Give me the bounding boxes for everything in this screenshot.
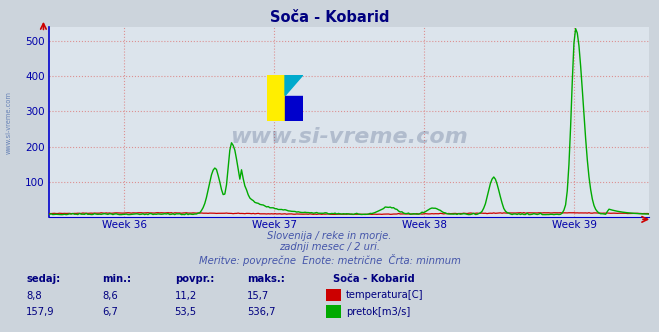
Text: www.si-vreme.com: www.si-vreme.com xyxy=(231,127,468,147)
Text: 8,8: 8,8 xyxy=(26,290,42,300)
Text: 6,7: 6,7 xyxy=(102,307,118,317)
Text: zadnji mesec / 2 uri.: zadnji mesec / 2 uri. xyxy=(279,242,380,252)
Text: Soča - Kobarid: Soča - Kobarid xyxy=(333,274,415,284)
Text: min.:: min.: xyxy=(102,274,131,284)
Text: 8,6: 8,6 xyxy=(102,290,118,300)
Text: maks.:: maks.: xyxy=(247,274,285,284)
Text: Meritve: povprečne  Enote: metrične  Črta: minmum: Meritve: povprečne Enote: metrične Črta:… xyxy=(198,254,461,266)
Text: temperatura[C]: temperatura[C] xyxy=(346,290,424,300)
Text: 15,7: 15,7 xyxy=(247,290,270,300)
Text: 536,7: 536,7 xyxy=(247,307,275,317)
Bar xyxy=(267,75,285,121)
Polygon shape xyxy=(285,75,303,96)
Text: Slovenija / reke in morje.: Slovenija / reke in morje. xyxy=(268,231,391,241)
Text: Soča - Kobarid: Soča - Kobarid xyxy=(270,10,389,25)
Text: 157,9: 157,9 xyxy=(26,307,55,317)
Text: www.si-vreme.com: www.si-vreme.com xyxy=(5,91,11,154)
Text: pretok[m3/s]: pretok[m3/s] xyxy=(346,307,410,317)
Text: sedaj:: sedaj: xyxy=(26,274,61,284)
Text: 11,2: 11,2 xyxy=(175,290,197,300)
Text: 53,5: 53,5 xyxy=(175,307,197,317)
Bar xyxy=(285,96,303,121)
Text: povpr.:: povpr.: xyxy=(175,274,214,284)
